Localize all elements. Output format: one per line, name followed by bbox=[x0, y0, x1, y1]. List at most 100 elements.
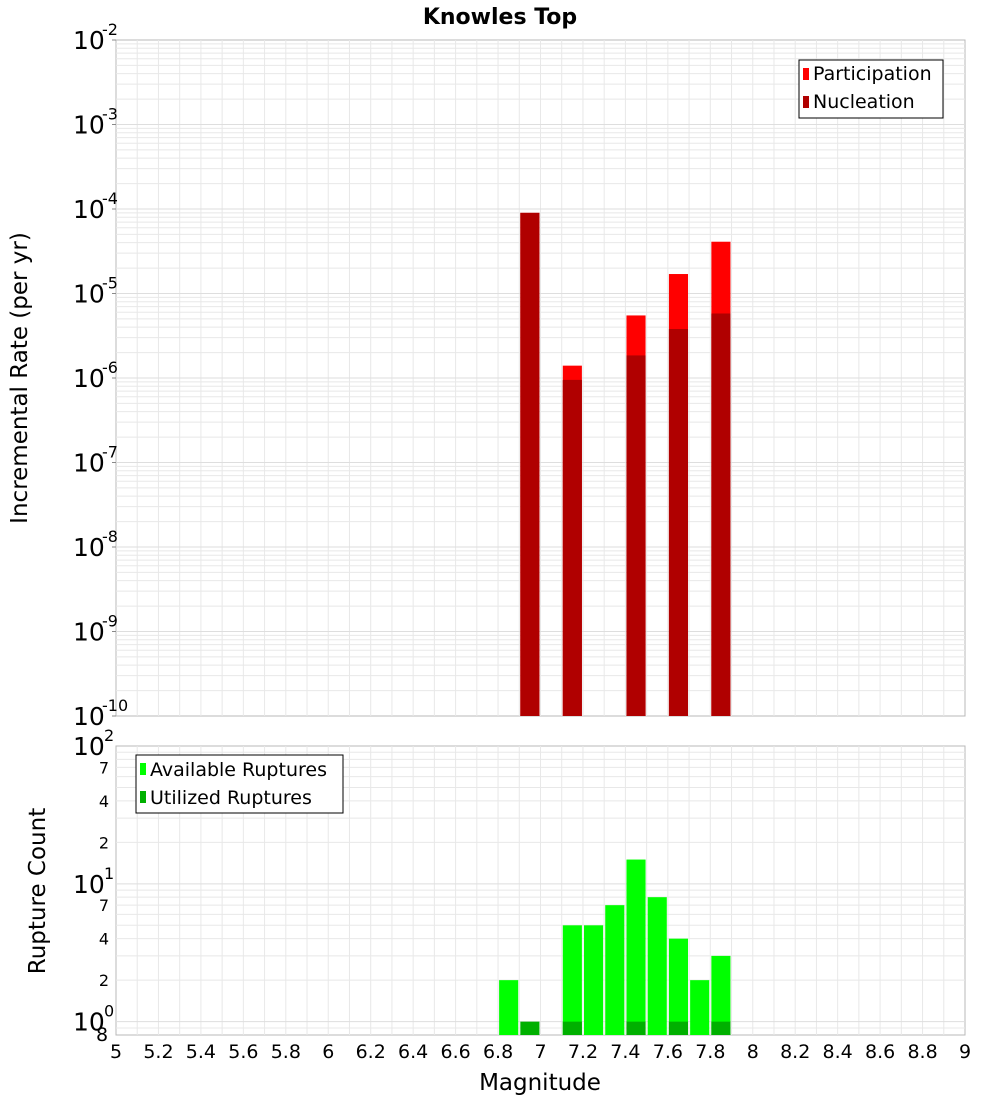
rate-y-tick-5: 10-5 bbox=[73, 274, 118, 309]
count-bar-0-2 bbox=[584, 925, 604, 1035]
rate-y-tick-exp: -7 bbox=[102, 443, 118, 462]
rate-y-tick-exp: -6 bbox=[102, 358, 118, 377]
rate-y-axis-label: Incremental Rate (per yr) bbox=[7, 232, 33, 524]
x-tick-label-14: 7.8 bbox=[695, 1041, 725, 1063]
x-tick-label-8: 6.6 bbox=[440, 1041, 470, 1063]
count-y-tick-base: 10 bbox=[73, 870, 105, 899]
x-tick-label-19: 8.8 bbox=[907, 1041, 937, 1063]
x-tick-label-7: 6.4 bbox=[398, 1041, 428, 1063]
rate-y-tick-7: 10-3 bbox=[73, 105, 118, 140]
count-y-major-tick-2: 10 2 bbox=[73, 726, 114, 761]
rate-y-tick-base: 10 bbox=[73, 702, 105, 731]
rate-y-tick-exp: -2 bbox=[102, 20, 118, 39]
rate-y-tick-6: 10-4 bbox=[73, 189, 118, 224]
rate-bar-1-3 bbox=[668, 329, 689, 716]
rate-bar-1-4 bbox=[711, 313, 731, 716]
x-tick-label-15: 8 bbox=[747, 1041, 759, 1063]
rate-y-tick-exp: -10 bbox=[102, 696, 128, 715]
rate-y-tick-base: 10 bbox=[73, 280, 105, 309]
count-bar-0-1 bbox=[562, 925, 582, 1035]
x-tick-label-16: 8.2 bbox=[780, 1041, 810, 1063]
rate-y-tick-exp: -9 bbox=[102, 612, 118, 631]
count-bar-1-4 bbox=[711, 1021, 731, 1035]
count-bar-0-3 bbox=[605, 905, 625, 1035]
count-y-minor-tick-2: 4 bbox=[99, 930, 109, 949]
rate-y-tick-base: 10 bbox=[73, 449, 105, 478]
rate-grid bbox=[116, 40, 965, 716]
count-bar-0-0 bbox=[499, 980, 519, 1035]
magnitude-x-axis-label: Magnitude bbox=[479, 1070, 601, 1096]
count-y-axis-label: Rupture Count bbox=[25, 808, 51, 974]
x-tick-label-11: 7.2 bbox=[568, 1041, 598, 1063]
count-y-minor-tick-6: 7 bbox=[99, 758, 109, 777]
count-y-tick-exp: 0 bbox=[104, 1002, 114, 1021]
count-bar-1-3 bbox=[668, 1021, 689, 1035]
rate-bar-1-2 bbox=[626, 355, 646, 716]
magnitude-x-ticks: 5 5.2 5.4 5.6 5.8 6 6.2 6.4 6.6 6.8 7 7.2 7.4 7.6 7.8 8… bbox=[110, 1041, 971, 1063]
count-y-minor-tick-4: 2 bbox=[99, 833, 109, 852]
count-y-minor-tick-0: 8 bbox=[96, 1024, 108, 1046]
x-tick-label-5: 6 bbox=[322, 1041, 334, 1063]
rate-y-tick-4: 10-6 bbox=[73, 358, 118, 393]
count-bar-0-4 bbox=[626, 859, 646, 1035]
count-y-tick-exp: 2 bbox=[104, 726, 114, 745]
x-tick-label-18: 8.6 bbox=[865, 1041, 895, 1063]
count-y-tick-exp: 1 bbox=[104, 864, 114, 883]
rate-y-tick-base: 10 bbox=[73, 111, 105, 140]
count-bar-1-2 bbox=[626, 1021, 646, 1035]
count-legend-box bbox=[135, 754, 344, 814]
rate-y-tick-base: 10 bbox=[73, 618, 105, 647]
rate-y-tick-base: 10 bbox=[73, 195, 105, 224]
count-bar-1-0 bbox=[520, 1021, 540, 1035]
count-y-minor-tick-1: 2 bbox=[99, 971, 109, 990]
rate-legend: Participation Nucleation bbox=[798, 59, 944, 119]
rate-y-tick-0: 10-10 bbox=[73, 696, 128, 731]
rate-y-tick-8: 10-2 bbox=[73, 20, 118, 55]
x-tick-label-17: 8.4 bbox=[823, 1041, 853, 1063]
count-y-minor-tick-5: 4 bbox=[99, 792, 109, 811]
rate-y-tick-base: 10 bbox=[73, 533, 105, 562]
legend-swatch-nucleation bbox=[803, 96, 809, 108]
x-tick-label-4: 5.8 bbox=[271, 1041, 301, 1063]
rate-legend-box bbox=[798, 59, 944, 119]
x-tick-label-20: 9 bbox=[959, 1041, 971, 1063]
count-y-minor-tick-3: 7 bbox=[99, 896, 109, 915]
legend-label-available: Available Ruptures bbox=[150, 759, 327, 781]
rate-y-tick-3: 10-7 bbox=[73, 443, 118, 478]
x-tick-label-10: 7 bbox=[534, 1041, 546, 1063]
rate-y-tick-exp: -3 bbox=[102, 105, 118, 124]
legend-swatch-available bbox=[140, 763, 146, 775]
count-bars bbox=[499, 859, 731, 1035]
rate-y-tick-2: 10-8 bbox=[73, 527, 118, 562]
rate-y-tick-base: 10 bbox=[73, 364, 105, 393]
rate-y-tick-exp: -4 bbox=[102, 189, 118, 208]
legend-label-nucleation: Nucleation bbox=[813, 91, 915, 113]
count-y-major-tick-1: 10 1 bbox=[73, 864, 114, 899]
count-y-tick-base: 10 bbox=[73, 732, 105, 761]
rate-y-tick-exp: -8 bbox=[102, 527, 118, 546]
count-y-tick-base: 10 bbox=[73, 1008, 105, 1037]
x-tick-label-3: 5.6 bbox=[228, 1041, 258, 1063]
x-tick-label-6: 6.2 bbox=[356, 1041, 386, 1063]
rate-bar-1-1 bbox=[562, 379, 582, 716]
legend-swatch-participation bbox=[803, 68, 809, 80]
rate-bars bbox=[520, 212, 731, 716]
count-bar-0-6 bbox=[668, 938, 689, 1035]
count-bar-0-7 bbox=[690, 980, 710, 1035]
x-tick-label-2: 5.4 bbox=[186, 1041, 216, 1063]
count-y-major-tick-0: 10 0 bbox=[73, 1002, 114, 1037]
x-tick-label-0: 5 bbox=[110, 1041, 122, 1063]
legend-label-utilized: Utilized Ruptures bbox=[150, 787, 312, 809]
count-legend: Available Ruptures Utilized Ruptures bbox=[135, 754, 344, 814]
rate-y-tick-exp: -5 bbox=[102, 274, 118, 293]
x-tick-label-13: 7.6 bbox=[653, 1041, 683, 1063]
rate-y-tick-1: 10-9 bbox=[73, 612, 118, 647]
count-bar-0-8 bbox=[711, 955, 731, 1035]
count-bar-1-1 bbox=[562, 1021, 582, 1035]
legend-label-participation: Participation bbox=[813, 63, 932, 85]
x-tick-label-1: 5.2 bbox=[143, 1041, 173, 1063]
rate-y-tick-base: 10 bbox=[73, 26, 105, 55]
